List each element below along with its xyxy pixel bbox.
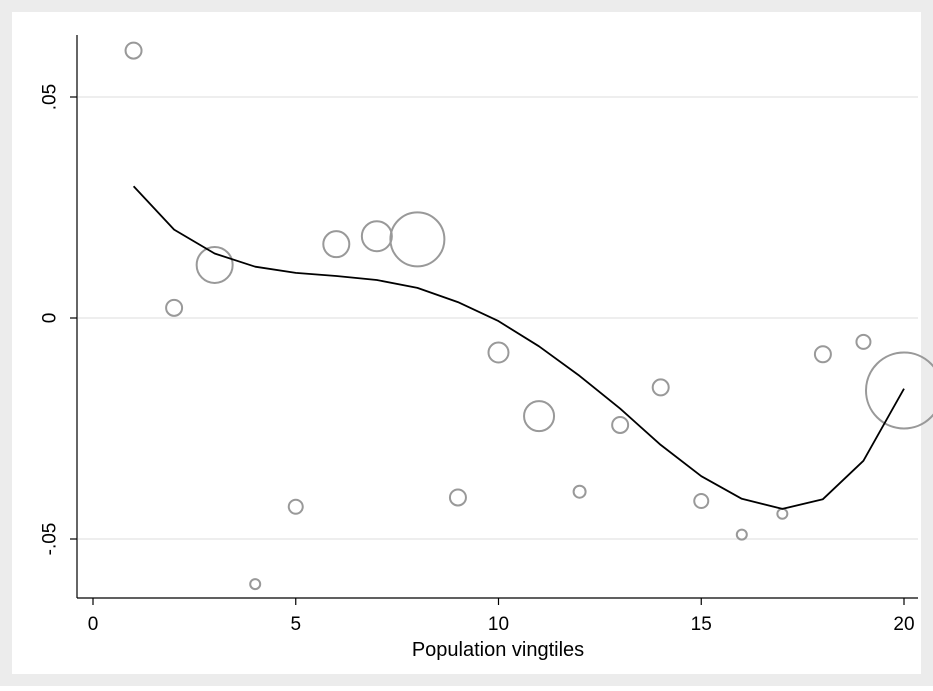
scatter-point <box>855 333 872 350</box>
scatter-point <box>572 484 587 499</box>
fit-line-layer <box>132 185 905 510</box>
scatter-point <box>487 341 510 364</box>
scatter-point <box>651 378 670 397</box>
scatter-point <box>322 230 351 259</box>
scatter-point <box>813 345 832 364</box>
scatter-point <box>865 351 933 430</box>
scatter-point <box>735 528 748 541</box>
scatter-point <box>389 211 446 268</box>
scatter-markers <box>124 41 933 591</box>
x-tick-label: 15 <box>691 614 712 635</box>
scatter-point <box>611 415 630 434</box>
y-tick-label: -.05 <box>40 523 61 556</box>
axes <box>76 35 918 599</box>
scatter-point <box>249 578 262 591</box>
plot-region-background <box>12 12 921 674</box>
scatter-point <box>693 492 710 509</box>
fit-line <box>132 185 905 510</box>
scatter-point <box>360 220 393 253</box>
scatter-point <box>523 400 556 433</box>
x-axis-title: Population vingtiles <box>412 639 584 661</box>
scatter-point <box>287 498 304 515</box>
x-tick-label: 5 <box>290 614 301 635</box>
scatter-point <box>195 245 234 284</box>
x-tick-label: 10 <box>488 614 509 635</box>
y-tick-label: 0 <box>40 313 61 324</box>
scatter-point <box>165 298 184 317</box>
y-tick-label: .05 <box>40 84 61 110</box>
gridlines <box>78 96 918 540</box>
axis-ticks: 0 5 10 15 20 -.05 0 .05 <box>40 84 915 635</box>
scatter-point <box>448 488 467 507</box>
x-tick-label: 20 <box>893 614 914 635</box>
x-tick-label: 0 <box>88 614 99 635</box>
scatter-point <box>124 41 143 60</box>
